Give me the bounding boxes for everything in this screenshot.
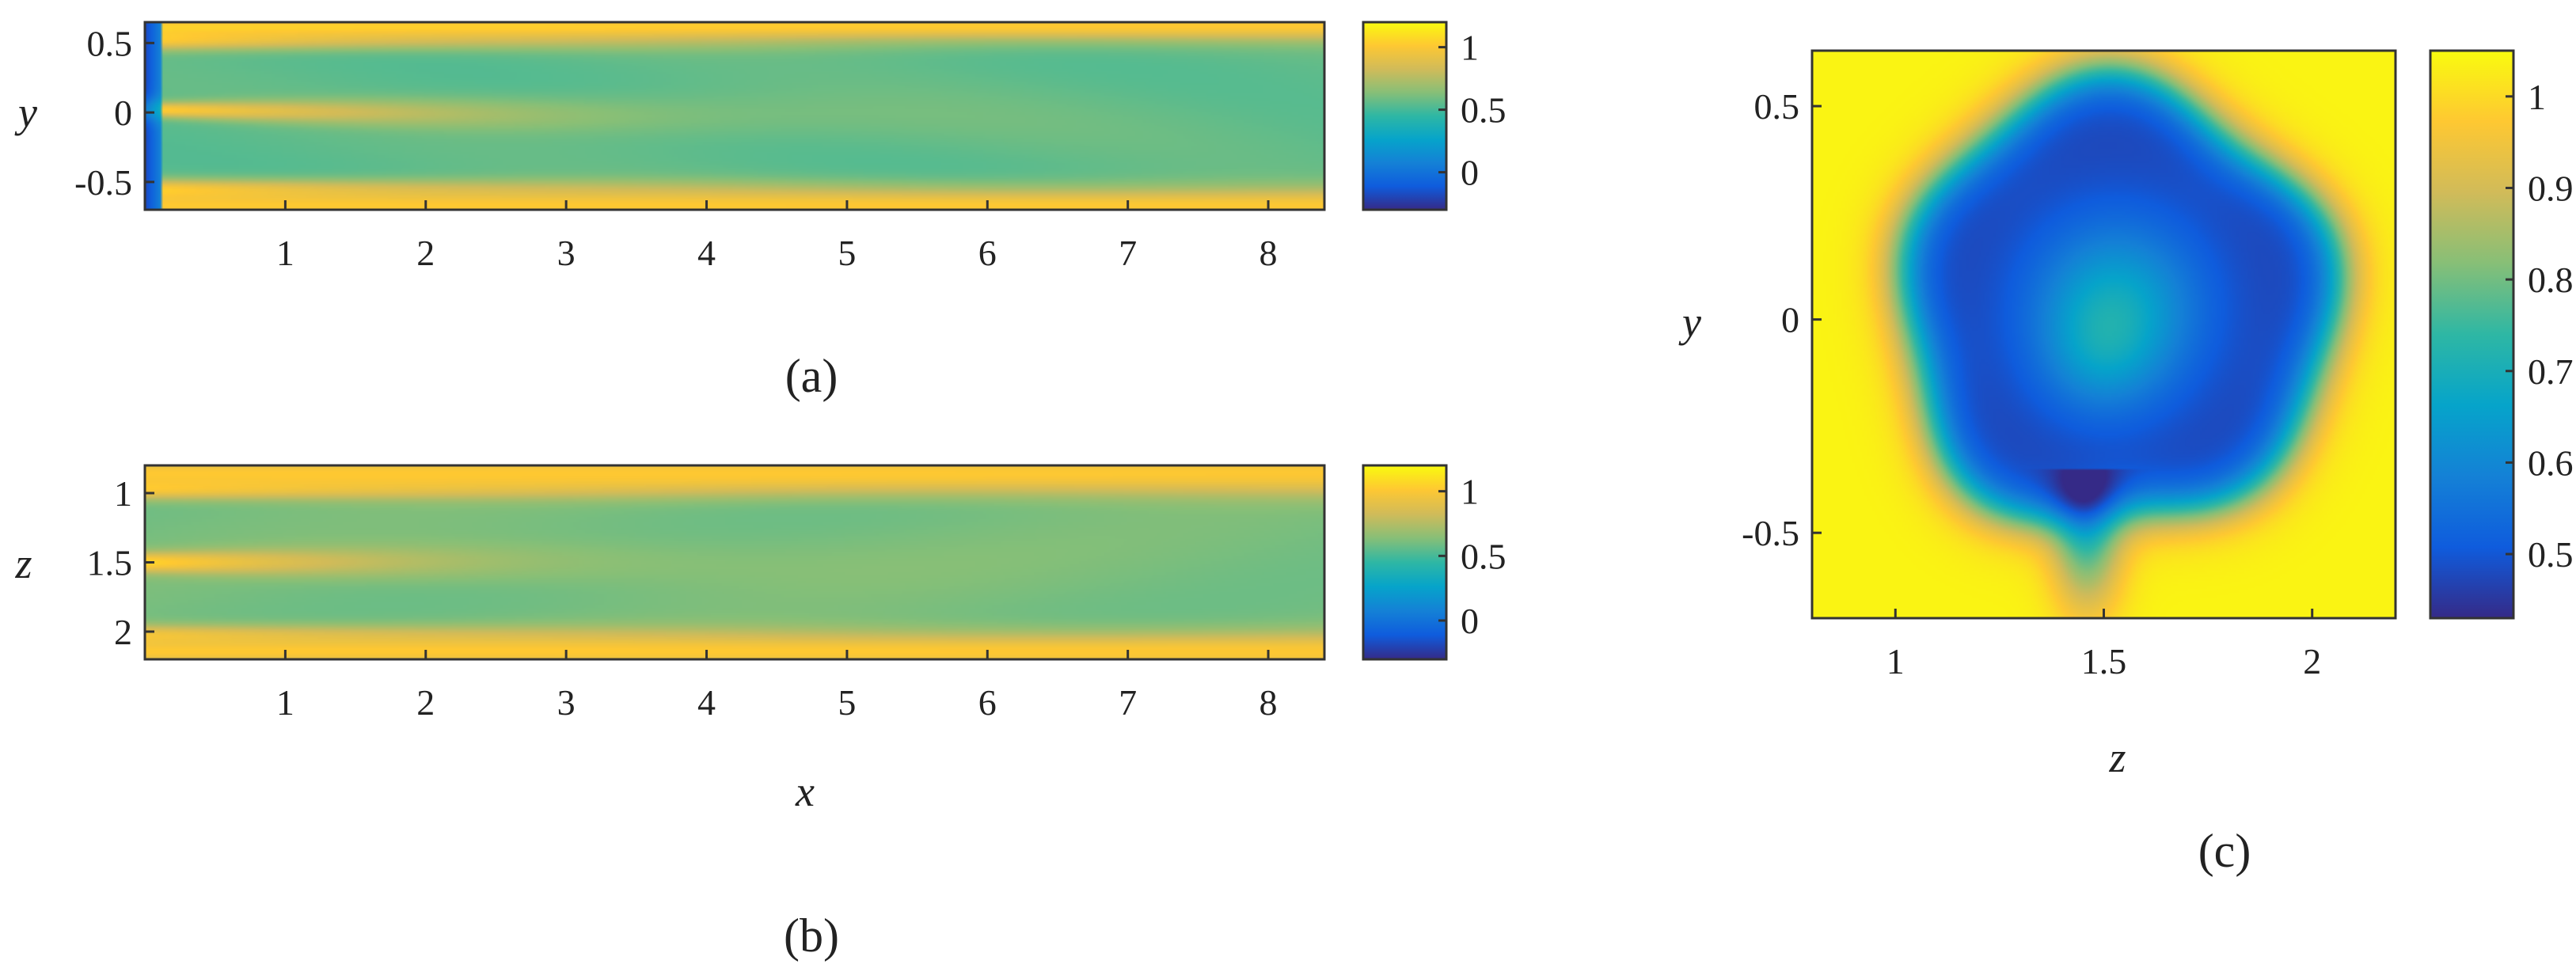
- panel-a-ylabel: y: [14, 89, 37, 136]
- panel-a-x-tick-label: 2: [416, 233, 435, 273]
- panel-c-y-tick-label: 0.5: [1754, 86, 1800, 127]
- panel-b-x-tick-label: 7: [1119, 682, 1137, 723]
- panel-b-heatmap: [145, 465, 1324, 659]
- panel-c-colorbar: 1 0.9 0.8 0.7 0.6 0.5: [2429, 49, 2574, 620]
- panel-a-colorbar-tick-label: 0.5: [1461, 90, 1506, 131]
- panel-a-colorbar-tick-label: 0: [1461, 153, 1479, 193]
- panel-a-label: (a): [785, 350, 838, 402]
- panel-a-heatmap-image: [145, 22, 1324, 210]
- panel-b-xlabel: x: [795, 768, 815, 815]
- panel-c-colorbar-tick-label: 0.7: [2528, 351, 2574, 392]
- panel-a-x-tick-label: 1: [276, 233, 294, 273]
- panel-c-colorbar-gradient: [2429, 49, 2515, 620]
- panel-b-x-tick-label: 4: [697, 682, 716, 723]
- panel-c-x-tick-label: 1: [1886, 641, 1905, 681]
- panel-a-x-ticks: 1 2 3 4 5 6 7 8: [276, 200, 1278, 273]
- panel-c-colorbar-tick-label: 0.8: [2528, 260, 2574, 300]
- panel-b-y-ticks: 11.52: [87, 473, 154, 652]
- panel-b-x-tick-label: 6: [978, 682, 997, 723]
- panel-b-y-tick-label: 1: [114, 473, 132, 514]
- panel-c-heatmap-image: [1812, 51, 2396, 618]
- panel-a-colorbar: 10.50: [1362, 21, 1506, 211]
- panel-c-colorbar-tick-label: 1: [2528, 77, 2546, 117]
- panel-c-label: (c): [2198, 825, 2251, 877]
- panel-a-y-ticks: 0.5 0 -0.5: [74, 23, 154, 203]
- panel-c-colorbar-tick-label: 0.6: [2528, 442, 2574, 483]
- panel-c-y-tick-label: -0.5: [1742, 513, 1799, 553]
- panel-b-colorbar-tick-label: 0: [1461, 601, 1479, 641]
- panel-c-colorbar-tick-label: 0.5: [2528, 534, 2574, 575]
- panel-c-ylabel: y: [1678, 298, 1701, 346]
- panel-b-heatmap-image: [145, 465, 1324, 659]
- panel-b-colorbar: 10.50: [1362, 464, 1506, 661]
- panel-a-colorbar-tick-label: 1: [1461, 28, 1479, 68]
- panel-c-y-ticks: 0.5 0 -0.5: [1742, 86, 1822, 553]
- panel-a-y-tick-label: 0.5: [87, 23, 133, 63]
- panel-a-heatmap: [145, 22, 1324, 210]
- panel-a-x-tick-label: 5: [838, 233, 856, 273]
- panel-a-y-tick-label: 0: [114, 93, 132, 133]
- panel-c-heatmap: [1812, 51, 2396, 618]
- panel-a-x-tick-label: 8: [1260, 233, 1278, 273]
- panel-a-x-tick-label: 7: [1119, 233, 1137, 273]
- panel-b-x-tick-label: 2: [416, 682, 435, 723]
- panel-b-y-tick-label: 1.5: [87, 543, 133, 583]
- panel-c-x-tick-label: 1.5: [2081, 641, 2127, 681]
- panel-c-xlabel: z: [2108, 734, 2126, 781]
- panel-b-x-tick-label: 3: [557, 682, 576, 723]
- panel-b-x-tick-label: 5: [838, 682, 856, 723]
- panel-b-x-ticks: 1 2 3 4 5 6 7 8: [276, 650, 1278, 723]
- panel-b-colorbar-gradient: [1362, 464, 1448, 661]
- panel-b-colorbar-tick-label: 0.5: [1461, 536, 1506, 576]
- panel-b-y-tick-label: 2: [114, 612, 132, 652]
- panel-b-x-tick-label: 8: [1260, 682, 1278, 723]
- panel-c-x-tick-label: 2: [2303, 641, 2321, 681]
- panel-c-x-ticks: 1 1.5 2: [1886, 609, 2321, 681]
- panel-a-y-tick-label: -0.5: [74, 162, 132, 203]
- panel-b-label: (b): [784, 909, 839, 962]
- panel-a-x-tick-label: 4: [697, 233, 716, 273]
- panel-c-y-tick-label: 0: [1781, 300, 1799, 340]
- panel-b-colorbar-tick-label: 1: [1461, 472, 1479, 512]
- panel-c: 1 1.5 2 0.50-0.5 y z (c) 10.90.80.70.60.5: [1678, 49, 2574, 877]
- panel-b-ylabel: z: [14, 540, 32, 587]
- panel-a-colorbar-gradient: [1362, 21, 1448, 211]
- panel-a-frame: [143, 21, 1326, 211]
- panel-c-colorbar-tick-label: 0.9: [2528, 168, 2574, 208]
- panel-a-x-tick-label: 6: [978, 233, 997, 273]
- panel-a-x-tick-label: 3: [557, 233, 576, 273]
- panel-b-x-tick-label: 1: [276, 682, 294, 723]
